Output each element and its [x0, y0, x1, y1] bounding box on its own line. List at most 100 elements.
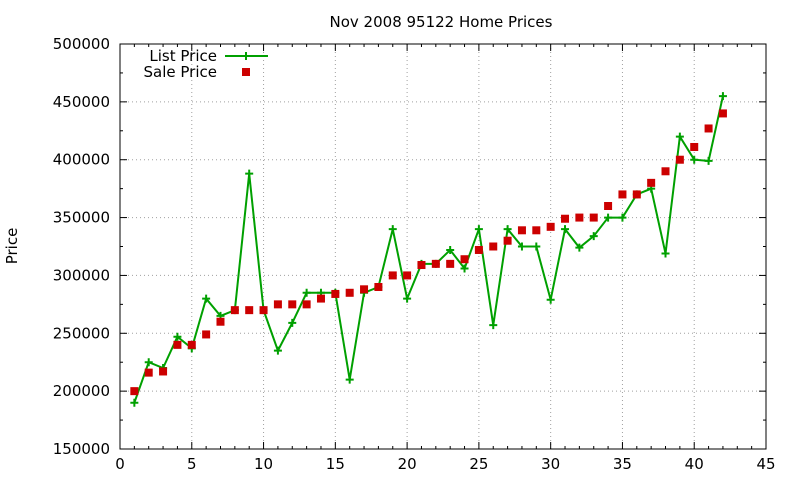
list-price-point	[718, 92, 727, 101]
x-tick-label: 20	[398, 455, 417, 473]
list-price-point	[202, 294, 211, 303]
list-price-point	[618, 213, 627, 222]
list-price-point	[144, 358, 153, 367]
sale-price-point	[159, 367, 168, 376]
sale-price-point	[245, 306, 254, 315]
list-price-point	[503, 225, 512, 234]
y-tick-label: 350000	[53, 209, 110, 227]
list-price-point	[575, 243, 584, 252]
sale-price-point	[230, 306, 239, 315]
list-price-point	[661, 249, 670, 258]
sale-price-point	[517, 226, 526, 235]
list-price-point	[460, 264, 469, 273]
sale-price-point	[273, 300, 282, 309]
sale-price-point	[388, 271, 397, 280]
y-tick-label: 150000	[53, 440, 110, 458]
x-tick-label: 0	[115, 455, 125, 473]
sale-price-point	[431, 259, 440, 268]
sale-price-point	[575, 213, 584, 222]
y-axis-title: Price	[3, 228, 21, 265]
list-price-point	[130, 398, 139, 407]
legend-marker-list-price	[242, 52, 250, 60]
sale-price-point	[561, 214, 570, 223]
sale-price-point	[331, 289, 340, 298]
sale-price-point	[503, 236, 512, 245]
list-price-point	[517, 242, 526, 251]
legend-marker-sale-price	[242, 68, 250, 76]
sale-price-point	[288, 300, 297, 309]
list-price-point	[546, 295, 555, 304]
legend: List Price Sale Price	[144, 47, 268, 81]
series-layer	[130, 92, 727, 407]
sale-price-point	[187, 340, 196, 349]
list-price-point	[288, 318, 297, 327]
list-price-point	[245, 169, 254, 178]
legend-label-sale-price: Sale Price	[144, 63, 217, 81]
x-tick-label: 5	[187, 455, 197, 473]
sale-price-point	[489, 242, 498, 251]
axis-ticks: 0 5 10 15 20 25 30 35 40 45 150000 200000 250000 3000…	[53, 35, 776, 473]
x-tick-label: 40	[685, 455, 704, 473]
list-price-point	[690, 155, 699, 164]
list-price-point	[302, 288, 311, 297]
list-price-point	[345, 375, 354, 384]
sale-price-point	[618, 190, 627, 199]
sale-price-point	[690, 142, 699, 151]
y-tick-label: 300000	[53, 266, 110, 284]
list-price-point	[589, 232, 598, 241]
sale-price-point	[360, 285, 369, 294]
list-price-point	[532, 242, 541, 251]
list-price-point	[446, 245, 455, 254]
sale-price-point	[216, 317, 225, 326]
chart-title: Nov 2008 95122 Home Prices	[330, 13, 553, 31]
sale-price-point	[604, 202, 613, 210]
sale-price-point	[130, 387, 139, 396]
sale-price-point	[259, 306, 268, 315]
sale-price-point	[546, 222, 555, 231]
list-price-point	[173, 332, 182, 341]
x-tick-label: 45	[756, 455, 775, 473]
list-price-line	[133, 95, 724, 404]
sale-price-point	[144, 368, 153, 377]
list-price-point	[675, 132, 684, 141]
sale-price-point	[460, 255, 469, 264]
plot-frame	[119, 43, 767, 450]
list-price-point	[704, 156, 713, 165]
x-tick-label: 10	[254, 455, 273, 473]
sale-price-point	[589, 213, 598, 222]
sale-price-point	[316, 294, 325, 303]
list-price-point	[561, 225, 570, 234]
x-tick-label: 15	[326, 455, 345, 473]
sale-price-point	[675, 155, 684, 164]
list-price-point	[403, 294, 412, 303]
sale-price-point	[302, 300, 311, 309]
sale-price-point	[661, 167, 670, 176]
sale-price-point	[718, 109, 727, 118]
x-tick-label: 30	[541, 455, 560, 473]
y-tick-label: 500000	[53, 35, 110, 53]
sale-price-point	[704, 124, 713, 133]
sale-price-point	[632, 190, 641, 199]
grid	[120, 44, 766, 449]
sale-price-point	[403, 271, 412, 280]
sale-price-point	[532, 226, 541, 235]
sale-price-point	[647, 178, 656, 187]
sale-price-point	[173, 340, 182, 349]
sale-price-point	[417, 261, 426, 270]
legend-label-list-price: List Price	[149, 47, 217, 65]
x-tick-label: 35	[613, 455, 632, 473]
sale-price-point	[446, 259, 455, 268]
y-tick-label: 400000	[53, 151, 110, 169]
sale-price-point	[202, 330, 211, 339]
y-tick-label: 450000	[53, 93, 110, 111]
sale-price-point	[374, 283, 383, 291]
y-tick-label: 250000	[53, 324, 110, 342]
list-price-point	[604, 213, 613, 222]
list-price-point	[474, 225, 483, 234]
list-price-point	[388, 225, 397, 234]
list-price-point	[273, 346, 282, 355]
list-price-point	[489, 321, 498, 330]
sale-price-point	[345, 288, 354, 297]
